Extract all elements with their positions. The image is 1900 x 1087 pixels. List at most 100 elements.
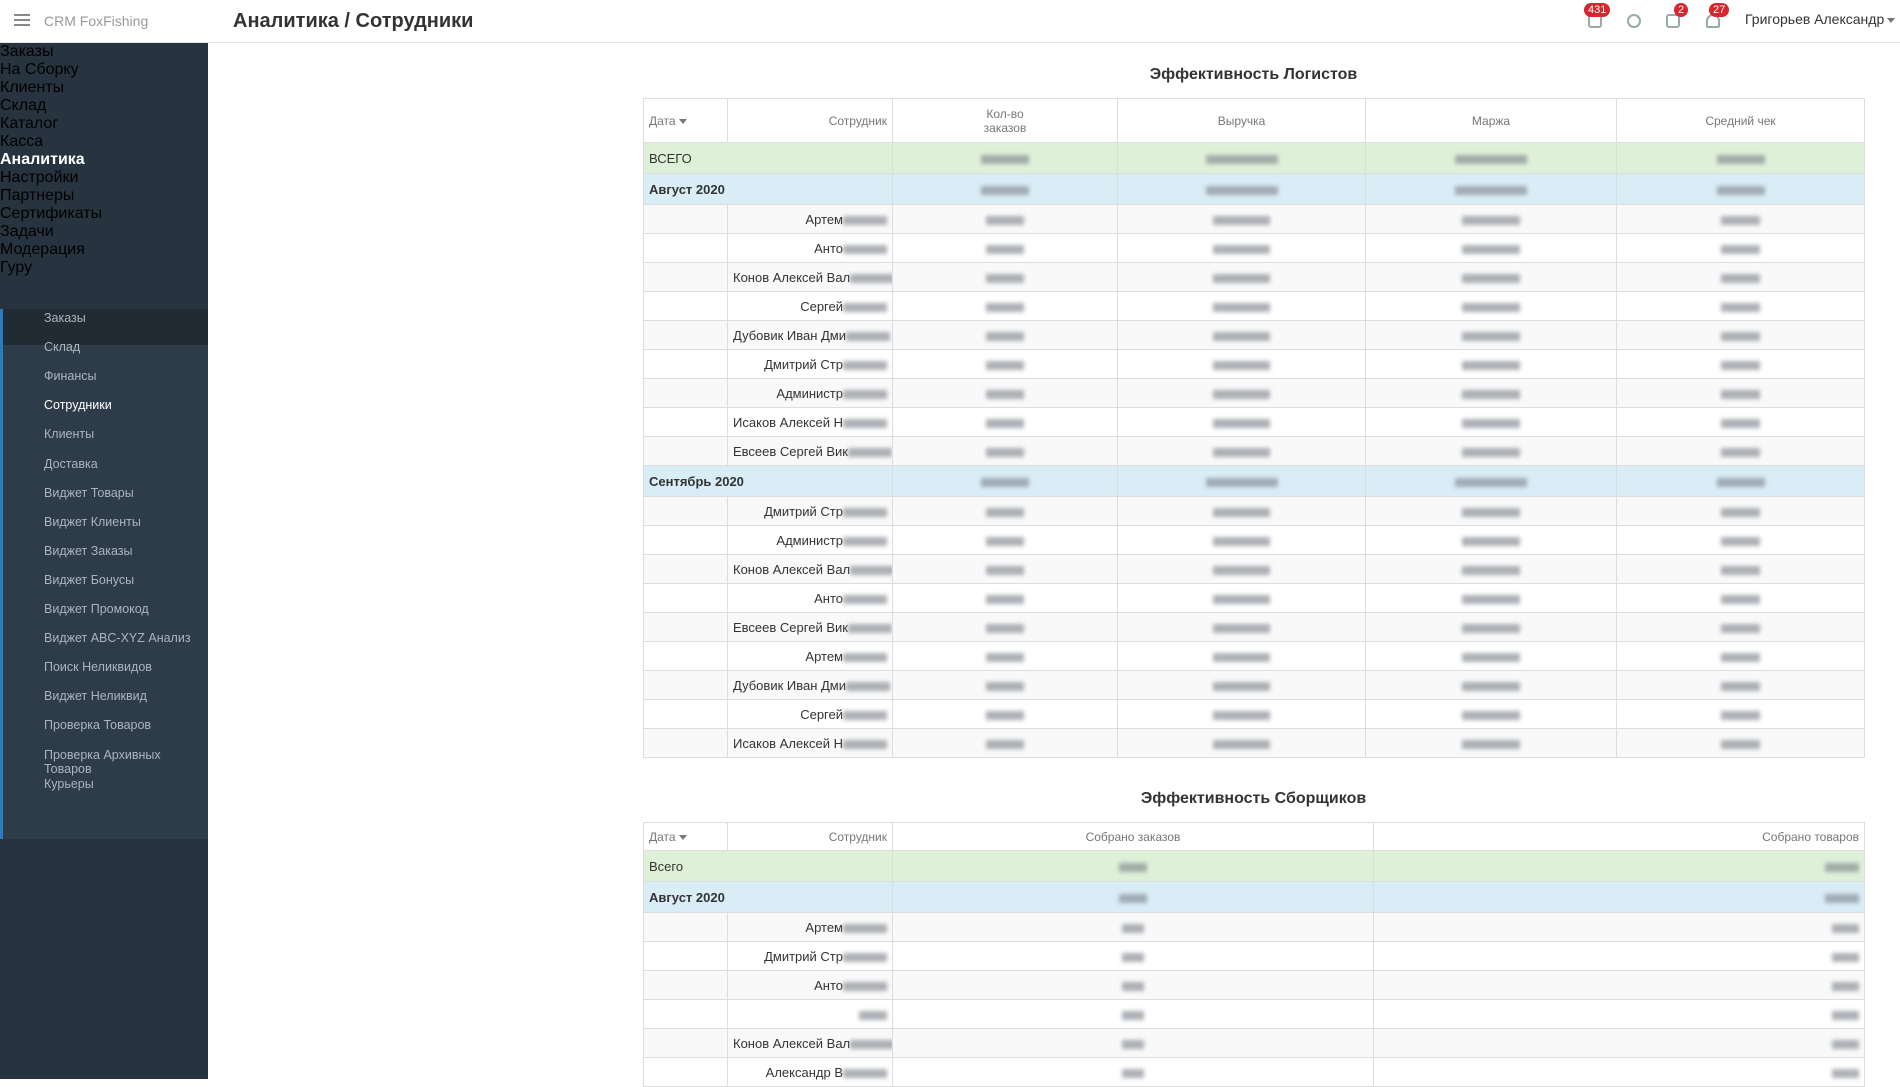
value-cell	[1616, 670, 1865, 700]
value-cell	[1117, 728, 1366, 758]
blurred-value	[1212, 244, 1271, 254]
value-cell	[892, 641, 1118, 671]
value-cell	[1117, 204, 1366, 234]
active-item-bg	[0, 309, 208, 345]
value-cell	[1117, 699, 1366, 729]
blurred-value	[1212, 710, 1271, 720]
submenu-item[interactable]: Виджет Промокод	[44, 602, 149, 616]
menu-item[interactable]: Гуру	[0, 259, 208, 277]
table-title: Эффективность Логистов	[1149, 66, 1358, 83]
month-row: Август 2020	[643, 173, 1865, 205]
submenu-item[interactable]: Виджет ABC-XYZ Анализ	[44, 631, 191, 646]
submenu-item[interactable]: Финансы	[44, 369, 97, 384]
value-cell	[1365, 262, 1617, 292]
submenu-item[interactable]: Склад	[44, 340, 81, 355]
menu-item[interactable]: Партнеры	[0, 187, 208, 205]
submenu-item[interactable]: Виджет Неликвид	[44, 689, 147, 704]
column-header[interactable]: Дата	[643, 98, 728, 143]
header-label: Сотрудник	[828, 829, 887, 844]
blurred-value	[1212, 389, 1271, 399]
date-cell	[643, 233, 728, 263]
menu-item[interactable]: Клиенты	[0, 79, 208, 97]
value-cell	[892, 1057, 1374, 1087]
value-cell	[1365, 612, 1617, 642]
name-text: Дубовик Иван Дми	[733, 327, 847, 343]
menu-item[interactable]: Сертификаты	[0, 205, 208, 223]
menu-label: Склад	[0, 97, 47, 114]
name-text: Дмитрий Стр	[764, 948, 843, 964]
table-title: Эффективность Сборщиков	[1140, 790, 1367, 807]
submenu-item[interactable]: Доставка	[44, 456, 98, 471]
blurred-value	[1119, 862, 1147, 872]
value-cell	[1616, 320, 1865, 350]
date-cell	[643, 970, 728, 1000]
blurred-value	[1721, 360, 1760, 370]
blurred-value	[1825, 862, 1859, 872]
submenu-item[interactable]: Проверка Товаров	[44, 718, 152, 733]
menu-label: Каталог	[0, 115, 59, 132]
blurred-value	[1455, 185, 1527, 195]
menu-item[interactable]: Заказы	[0, 43, 208, 61]
value-cell	[1117, 496, 1366, 526]
value-cell	[1373, 1028, 1865, 1058]
value-cell	[892, 465, 1118, 497]
menu-label: На Сборку	[0, 61, 79, 78]
value-cell	[1616, 641, 1865, 671]
name-text: Конов Алексей Вал	[733, 269, 851, 285]
submenu-item[interactable]: Клиенты	[44, 427, 95, 442]
employee-row: Дмитрий Стр	[643, 496, 1865, 526]
name-text: Сергей	[800, 298, 843, 314]
menu-item[interactable]: На Сборку	[0, 61, 208, 79]
column-header[interactable]: Дата	[643, 822, 728, 851]
submenu-item[interactable]: Проверка Архивных Товаров	[44, 747, 161, 776]
column-header: Выручка	[1117, 98, 1366, 143]
date-cell	[643, 612, 728, 642]
logo[interactable]: CRM FoxFishing	[44, 13, 149, 29]
blurred-value	[985, 565, 1025, 575]
submenu-item[interactable]: Виджет Клиенты	[44, 514, 141, 529]
submenu-item[interactable]: Сотрудники	[44, 398, 112, 413]
menu-item[interactable]: Касса	[0, 133, 208, 151]
value-cell	[892, 912, 1374, 942]
employee-name: Исаков Алексей Н	[727, 728, 893, 758]
menu-item[interactable]: Задачи	[0, 223, 208, 241]
menu-item[interactable]: Модерация	[0, 241, 208, 259]
blurred-value	[1825, 893, 1859, 903]
value-cell	[1365, 320, 1617, 350]
value-cell	[1365, 554, 1617, 584]
blurred-value	[843, 507, 887, 517]
data-table: Дата Сотрудник Кол-во заказов Выручка Маржа С…	[643, 98, 1865, 758]
user-menu[interactable]: Григорьев Александр	[1745, 11, 1896, 27]
header-label: Кол-во заказов	[983, 106, 1027, 135]
blurred-value	[846, 681, 891, 691]
top-bar: CRM FoxFishing Аналитика / Сотрудники 43…	[0, 0, 1900, 43]
value-cell	[1117, 525, 1366, 555]
employee-name: Анто	[727, 583, 893, 613]
submenu-item[interactable]: Виджет Бонусы	[44, 572, 135, 587]
menu-item[interactable]: Аналитика	[0, 151, 208, 169]
blurred-value	[985, 536, 1025, 546]
submenu-item[interactable]: Поиск Неликвидов	[44, 660, 152, 675]
menu-label: Касса	[0, 133, 44, 150]
name-text: Исаков Алексей Н	[733, 414, 843, 430]
value-cell	[1117, 173, 1366, 205]
value-cell	[1616, 496, 1865, 526]
menu-toggle[interactable]	[14, 14, 30, 26]
submenu-item[interactable]: Заказы	[44, 311, 86, 325]
total-row: ВСЕГО	[643, 142, 1865, 174]
menu-item[interactable]: Настройки	[0, 169, 208, 187]
menu-item[interactable]: Каталог	[0, 115, 208, 133]
submenu-item[interactable]: Виджет Заказы	[44, 543, 133, 558]
submenu-item[interactable]: Курьеры	[44, 776, 94, 791]
submenu-item[interactable]: Виджет Товары	[44, 485, 134, 500]
header-label: Маржа	[1471, 113, 1511, 128]
employee-row: Дубовик Иван Дми	[643, 670, 1865, 700]
value-cell	[1365, 525, 1617, 555]
month-text: Август 2020	[649, 889, 725, 905]
value-cell	[1117, 142, 1366, 174]
blurred-value	[985, 360, 1025, 370]
phone-icon[interactable]	[1627, 14, 1641, 28]
calendar-icon[interactable]	[1666, 14, 1680, 28]
menu-item[interactable]: Склад	[0, 97, 208, 115]
